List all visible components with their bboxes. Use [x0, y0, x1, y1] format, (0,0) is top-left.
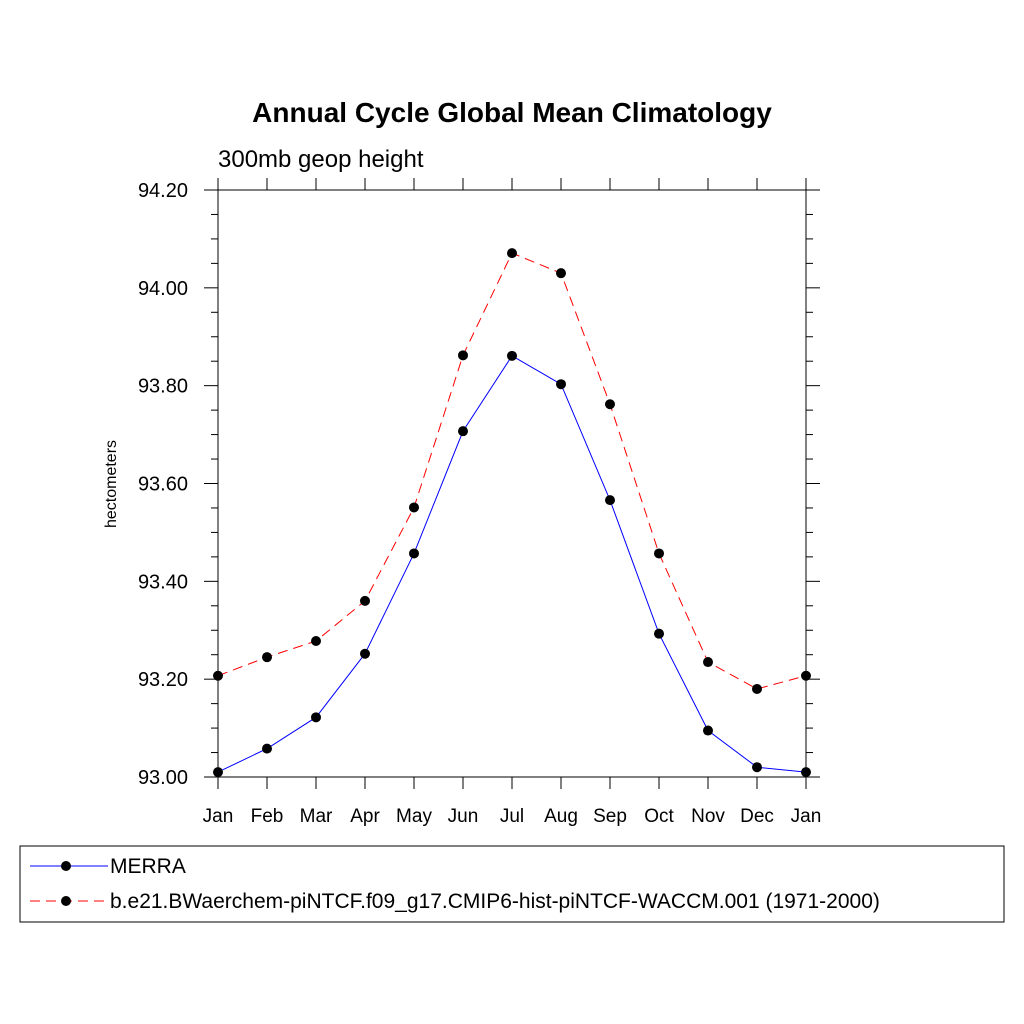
data-point	[311, 712, 321, 723]
data-point	[360, 648, 370, 659]
legend-label: b.e21.BWaerchem-piNTCF.f09_g17.CMIP6-his…	[110, 890, 880, 913]
data-point	[360, 595, 370, 606]
data-point	[409, 502, 419, 513]
x-tick-label: Jan	[791, 806, 822, 827]
legend-marker	[61, 861, 71, 871]
chart-subtitle: 300mb geop height	[218, 146, 424, 173]
x-tick-label: Feb	[251, 806, 284, 827]
x-tick-label: Apr	[350, 806, 380, 827]
x-tick-label: Nov	[691, 806, 725, 827]
data-point	[213, 670, 223, 681]
data-point	[311, 636, 321, 647]
x-tick-label: Oct	[644, 806, 674, 827]
data-point	[458, 426, 468, 437]
data-point	[752, 683, 762, 694]
x-tick-label: Mar	[300, 806, 333, 827]
x-tick-label: Jun	[448, 806, 479, 827]
data-point	[556, 268, 566, 279]
legend-box	[19, 845, 1005, 923]
y-tick-label: 93.40	[138, 571, 188, 593]
series-line	[217, 355, 807, 773]
y-axis-label: hectometers	[103, 440, 120, 528]
x-tick-label: Sep	[593, 806, 627, 827]
data-point	[703, 725, 713, 736]
x-tick-label: Dec	[740, 806, 774, 827]
y-tick-label: 93.60	[138, 474, 188, 496]
x-tick-label: Aug	[544, 806, 578, 827]
data-point	[654, 548, 664, 559]
data-point	[213, 767, 223, 778]
x-tick-label: Jul	[500, 806, 524, 827]
series-2	[213, 248, 811, 694]
y-tick-label: 94.20	[138, 180, 188, 202]
data-point	[507, 350, 517, 361]
x-tick-label: May	[396, 806, 432, 827]
legend-label: MERRA	[110, 855, 186, 878]
series-layer	[213, 248, 811, 778]
data-point	[262, 743, 272, 754]
data-point	[507, 248, 517, 259]
axes: 93.00 93.20 93.40 93.60 93.80 94.00 94.20 Jan Fe…	[138, 178, 821, 827]
data-point	[801, 670, 811, 681]
data-point	[605, 495, 615, 506]
data-point	[654, 628, 664, 639]
data-point	[703, 657, 713, 668]
data-point	[801, 767, 811, 778]
data-point	[556, 379, 566, 390]
x-tick-label: Jan	[203, 806, 234, 827]
legend: MERRA b.e21.BWaerchem-piNTCF.f09_g17.CMIP…	[19, 845, 1005, 923]
chart-title: Annual Cycle Global Mean Climatology	[252, 97, 772, 128]
data-point	[409, 548, 419, 559]
data-point	[605, 399, 615, 410]
series-line	[217, 252, 807, 690]
plot-frame	[217, 189, 807, 778]
legend-marker	[61, 896, 71, 906]
data-point	[262, 652, 272, 663]
y-tick-label: 93.20	[138, 669, 188, 691]
data-point	[458, 350, 468, 361]
series-1	[213, 350, 811, 778]
y-tick-label: 94.00	[138, 278, 188, 300]
y-tick-label: 93.80	[138, 376, 188, 398]
data-point	[752, 762, 762, 773]
y-tick-label: 93.00	[138, 767, 188, 789]
